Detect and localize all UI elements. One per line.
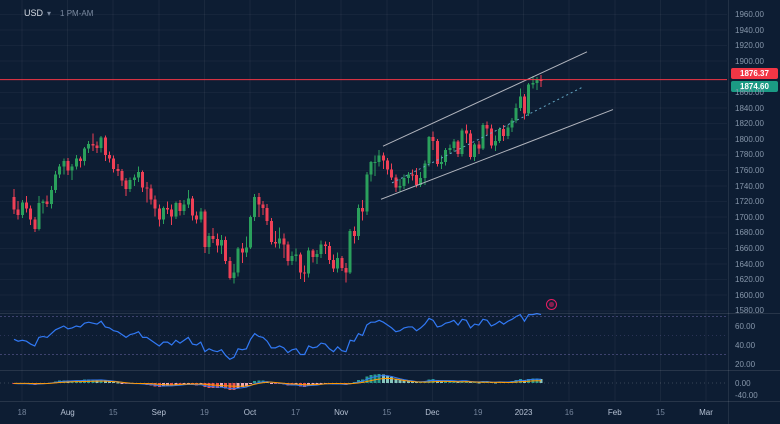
pane-separator[interactable]	[0, 370, 780, 371]
price-axis-label: 1660.00	[735, 243, 764, 253]
time-axis-label: 2023	[514, 408, 533, 417]
chevron-down-icon[interactable]: ▾	[47, 8, 52, 18]
time-axis-label: 18	[17, 408, 27, 417]
price-axis-label: 1600.00	[735, 290, 764, 300]
time-axis-label: Feb	[607, 408, 622, 417]
pane-separator[interactable]	[0, 313, 780, 314]
price-axis-label: 1680.00	[735, 228, 764, 238]
macd-pane[interactable]	[0, 371, 728, 401]
chart-marker-icon[interactable]	[546, 299, 557, 310]
time-axis-label: 19	[199, 408, 209, 417]
price-axis-label: 1820.00	[735, 119, 764, 129]
rsi-pane[interactable]	[0, 314, 728, 370]
last-price-badge: 1874.60	[731, 81, 778, 92]
price-axis-label: 1760.00	[735, 165, 764, 175]
price-axis-label: 1780.00	[735, 150, 764, 160]
price-axis-label: 1700.00	[735, 212, 764, 222]
price-axis-label: 1740.00	[735, 181, 764, 191]
price-axis-label: 1800.00	[735, 134, 764, 144]
time-axis-label: 17	[291, 408, 301, 417]
price-axis-label: 1860.00	[735, 87, 764, 97]
time-axis-label: Dec	[425, 408, 440, 417]
level-price-badge: 1876.37	[731, 67, 778, 79]
rsi-axis-label: 40.00	[735, 340, 756, 350]
time-axis-label: 16	[564, 408, 574, 417]
time-axis-label: 15	[655, 408, 665, 417]
pane-separator[interactable]	[0, 401, 780, 402]
time-axis-label: Nov	[334, 408, 349, 417]
symbol-name[interactable]: USD	[24, 8, 44, 18]
price-axis-label: 1580.00	[735, 306, 764, 316]
rsi-axis-label: 60.00	[735, 321, 756, 331]
price-axis-label: 1920.00	[735, 41, 764, 51]
time-axis[interactable]: 18 Aug 15 Sep 19 Oct 17 Nov 15 Dec 19 2023 16 Feb 15 Ma…	[0, 402, 728, 424]
time-axis-label: 19	[473, 408, 483, 417]
chart-area[interactable]: USD ▾ 1 PM-AM	[0, 0, 728, 424]
price-axis-label: 1840.00	[735, 103, 764, 113]
price-axis-label: 1900.00	[735, 56, 764, 66]
symbol-legend: USD ▾ 1 PM-AM	[24, 8, 93, 18]
price-axis-label: 1620.00	[735, 275, 764, 285]
time-axis-label: Aug	[60, 408, 75, 417]
time-axis-label: 15	[382, 408, 392, 417]
main-price-pane[interactable]	[0, 0, 728, 313]
macd-axis-label: 0.00	[735, 378, 751, 388]
legend-session: 1 PM-AM	[60, 8, 94, 18]
price-axis-label: 1640.00	[735, 259, 764, 269]
time-axis-label: Mar	[699, 408, 713, 417]
price-axis-label: 1960.00	[735, 9, 764, 19]
price-axis-label: 1940.00	[735, 25, 764, 35]
price-axis[interactable]: 1876.37 1874.60 1960.00 1940.00 1920.00 190…	[728, 0, 780, 424]
time-axis-label: Sep	[151, 408, 166, 417]
rsi-axis-label: 20.00	[735, 359, 756, 369]
time-axis-label: 15	[108, 408, 118, 417]
macd-axis-label: -40.00	[735, 390, 758, 400]
price-axis-label: 1720.00	[735, 197, 764, 207]
time-axis-label: Oct	[243, 408, 257, 417]
